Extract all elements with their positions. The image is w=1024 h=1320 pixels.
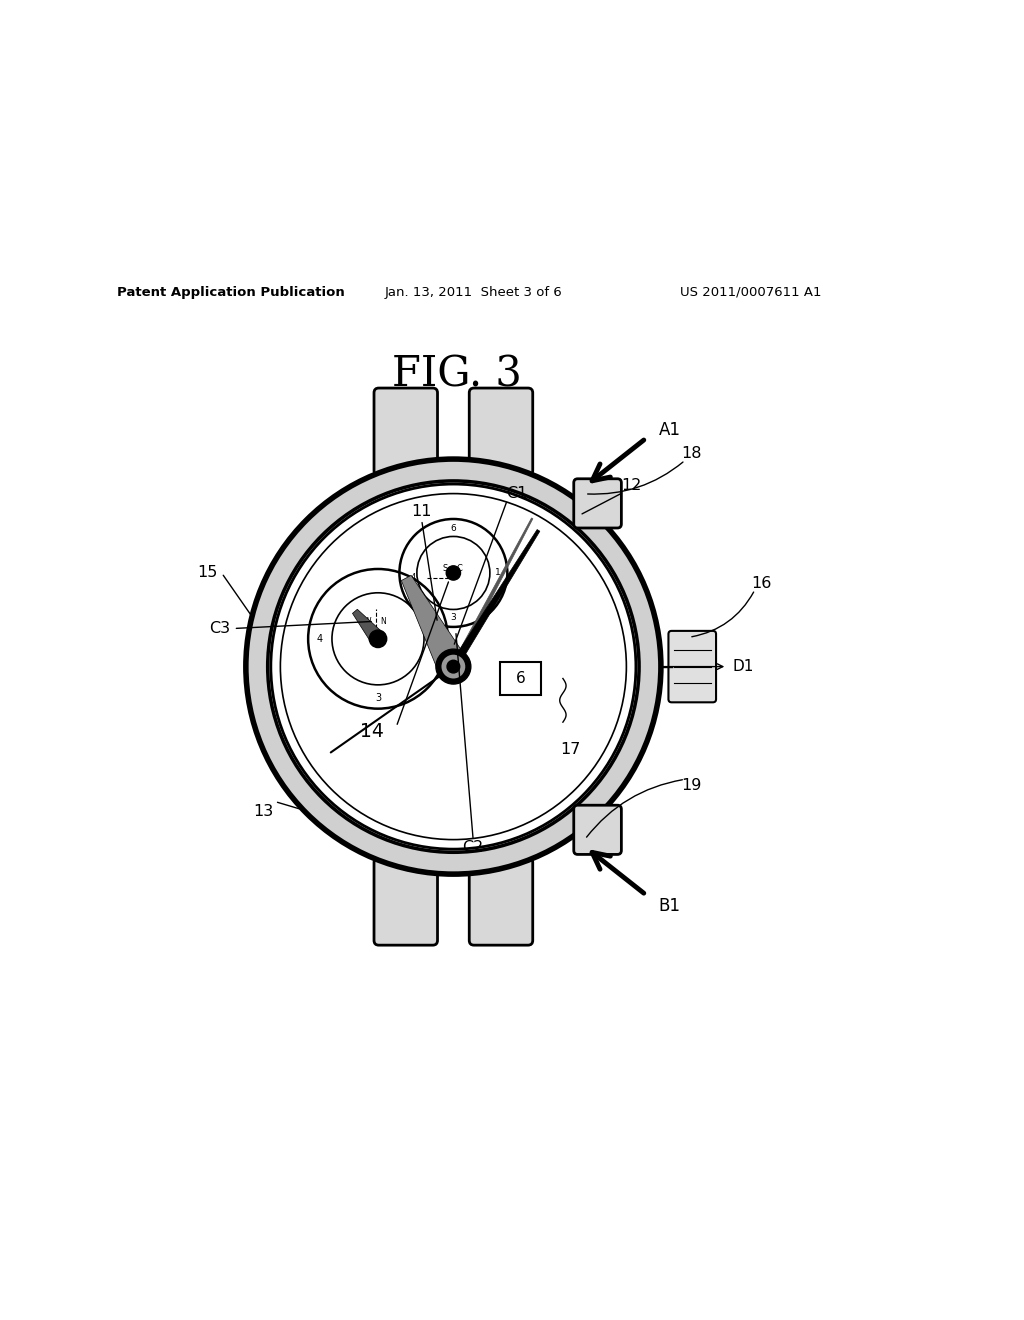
Text: Jan. 13, 2011  Sheet 3 of 6: Jan. 13, 2011 Sheet 3 of 6 bbox=[384, 285, 562, 298]
Circle shape bbox=[249, 462, 658, 871]
FancyBboxPatch shape bbox=[469, 388, 532, 475]
Text: B1: B1 bbox=[658, 898, 681, 915]
Text: N: N bbox=[381, 616, 386, 626]
FancyBboxPatch shape bbox=[374, 388, 437, 475]
Text: W: W bbox=[364, 616, 372, 626]
Text: 4: 4 bbox=[317, 634, 324, 644]
Text: 3: 3 bbox=[375, 693, 381, 704]
Circle shape bbox=[436, 649, 471, 684]
Text: 19: 19 bbox=[681, 777, 701, 793]
Polygon shape bbox=[401, 576, 467, 675]
Text: 4: 4 bbox=[411, 573, 416, 582]
FancyBboxPatch shape bbox=[374, 858, 437, 945]
Text: 13: 13 bbox=[253, 804, 273, 818]
Text: C2: C2 bbox=[463, 840, 484, 855]
Text: 6: 6 bbox=[516, 671, 525, 686]
Text: 6: 6 bbox=[451, 524, 457, 533]
Polygon shape bbox=[352, 610, 384, 644]
Text: 11: 11 bbox=[412, 504, 432, 519]
Text: 3: 3 bbox=[451, 612, 457, 622]
FancyBboxPatch shape bbox=[469, 858, 532, 945]
Polygon shape bbox=[450, 529, 540, 669]
Text: 1: 1 bbox=[433, 634, 439, 644]
Text: C3: C3 bbox=[209, 620, 229, 636]
Circle shape bbox=[370, 630, 387, 648]
Polygon shape bbox=[452, 517, 532, 668]
Circle shape bbox=[270, 484, 636, 849]
Circle shape bbox=[399, 519, 507, 627]
Text: FIG. 3: FIG. 3 bbox=[392, 354, 522, 396]
Text: 1: 1 bbox=[495, 569, 501, 577]
Text: C1: C1 bbox=[506, 486, 527, 502]
Circle shape bbox=[243, 457, 664, 876]
Text: D1: D1 bbox=[732, 659, 754, 675]
FancyBboxPatch shape bbox=[573, 479, 622, 528]
FancyBboxPatch shape bbox=[669, 631, 716, 702]
Text: C: C bbox=[457, 564, 463, 573]
Text: S: S bbox=[442, 564, 447, 573]
FancyBboxPatch shape bbox=[573, 805, 622, 854]
Text: 14: 14 bbox=[360, 722, 384, 741]
Circle shape bbox=[308, 569, 447, 709]
Text: 16: 16 bbox=[752, 576, 771, 591]
Text: 17: 17 bbox=[561, 742, 581, 758]
Circle shape bbox=[441, 655, 465, 678]
Bar bbox=[500, 661, 542, 696]
Circle shape bbox=[446, 566, 461, 579]
Text: 18: 18 bbox=[681, 446, 701, 462]
Text: US 2011/0007611 A1: US 2011/0007611 A1 bbox=[680, 285, 821, 298]
Text: 12: 12 bbox=[622, 478, 642, 494]
Text: A1: A1 bbox=[658, 421, 681, 438]
Text: Patent Application Publication: Patent Application Publication bbox=[118, 285, 345, 298]
Circle shape bbox=[447, 660, 460, 673]
Text: 15: 15 bbox=[198, 565, 217, 581]
